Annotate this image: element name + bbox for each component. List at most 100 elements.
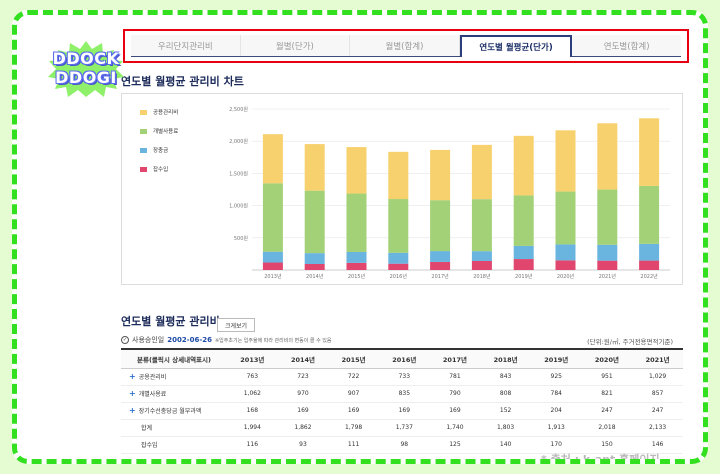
- table-cell: 204: [530, 402, 582, 420]
- x-tick-label: 2020년: [557, 273, 575, 280]
- row-label[interactable]: + 개별사용료: [121, 385, 227, 403]
- y-tick-label: 2,500원: [229, 106, 248, 113]
- unit-note: (단위:원/㎡, 주거전용면적기준): [587, 338, 673, 346]
- approval-info: ✓ 사용승인일 2002-06-26 ※입주초기는 입주율에 따라 관리비의 변…: [121, 335, 332, 345]
- tab-bar-highlight: 우리단지관리비 월별(단가) 월별(합계) 연도별 월평균(단가) 연도별(합계…: [123, 29, 689, 63]
- tab-monthly-unit[interactable]: 월별(단가): [240, 35, 351, 56]
- approval-note: ※입주초기는 입주율에 따라 관리비의 변동이 클 수 있음: [214, 337, 332, 344]
- table-cell: 808: [480, 385, 531, 403]
- bar-segment: [388, 151, 409, 200]
- fee-table: 분류(클릭시 상세내역표시) 2013년 2014년 2015년 2016년 2…: [121, 348, 683, 454]
- legend-swatch: [140, 166, 147, 172]
- row-label-text: 개별사용료: [138, 391, 167, 398]
- table-cell: 1,913: [530, 419, 582, 437]
- table-header: 2013년: [227, 348, 278, 369]
- bar-segment: [430, 261, 451, 270]
- table-cell: 781: [429, 368, 481, 386]
- bar-segment: [346, 262, 367, 270]
- tab-yearly-total[interactable]: 연도별(합계): [572, 35, 681, 56]
- row-label[interactable]: + 공용관리비: [121, 368, 227, 386]
- x-tick-label: 2013년: [264, 273, 282, 280]
- bar-segment: [513, 245, 534, 260]
- bar-segment: [262, 134, 283, 184]
- bar-segment: [555, 130, 576, 192]
- bar-segment: [597, 189, 618, 245]
- table-cell: 1,740: [429, 419, 481, 437]
- y-tick-label: 2,000원: [229, 138, 248, 145]
- bar-segment: [597, 260, 618, 270]
- x-tick-label: 2015년: [348, 273, 366, 280]
- table-cell: 835: [378, 385, 430, 403]
- table-header: 2018년: [480, 348, 531, 369]
- legend-item-common: 공용관리비: [140, 108, 178, 116]
- table-cell: 1,798: [328, 419, 379, 437]
- table-cell: 125: [429, 436, 481, 454]
- table-header: 2017년: [429, 348, 481, 369]
- table-cell: 111: [328, 436, 379, 454]
- logo-line-2: DDOGI: [55, 68, 117, 87]
- table-cell: 723: [277, 368, 329, 386]
- table-cell: 93: [277, 436, 329, 454]
- x-tick-label: 2014년: [306, 273, 324, 280]
- bar-segment: [471, 260, 492, 270]
- table-header: 2015년: [328, 348, 379, 369]
- chart-section-title: 연도별 월평균 관리비 차트: [121, 75, 244, 88]
- table-header: 2020년: [581, 348, 633, 369]
- table-header: 2019년: [530, 348, 582, 369]
- table-cell: 1,862: [277, 419, 329, 437]
- table-cell: 116: [227, 436, 278, 454]
- tab-complex-fees[interactable]: 우리단지관리비: [131, 35, 241, 56]
- x-tick-label: 2017년: [431, 273, 449, 280]
- table-cell: 98: [378, 436, 430, 454]
- table-cell: 970: [277, 385, 329, 403]
- table-row[interactable]: + 개별사용료 1,062 970 907 835 790 808 784 821…: [121, 385, 683, 403]
- bar-segment: [555, 260, 576, 270]
- bar-segment: [471, 251, 492, 261]
- bar-segment: [513, 195, 534, 246]
- bar-segment: [388, 252, 409, 264]
- legend-label: 장충금: [153, 148, 169, 154]
- table-row: 합계 1,994 1,862 1,798 1,737 1,740 1,803 1…: [121, 419, 683, 437]
- chart-container: 공용관리비 개별사용료 장충금 잡수입 2,500원 2,000원 1,500원 1,…: [121, 93, 683, 285]
- expand-plus-icon[interactable]: +: [129, 406, 136, 415]
- table-cell: 146: [632, 436, 683, 454]
- tab-yearly-avg-unit[interactable]: 연도별 월평균(단가): [459, 35, 573, 57]
- table-cell: 1,062: [227, 385, 278, 403]
- table-row[interactable]: + 장기수선충당금 월부과액 168 169 169 169 169 152 20…: [121, 402, 683, 420]
- legend-swatch: [140, 147, 147, 153]
- bar-segment: [513, 135, 534, 196]
- table-cell: 1,994: [227, 419, 278, 437]
- tab-monthly-total[interactable]: 월별(합계): [350, 35, 460, 56]
- logo-burst-icon: [48, 41, 124, 97]
- legend-label: 개별사용료: [153, 129, 179, 135]
- table-cell: 169: [328, 402, 379, 420]
- bar-segment: [262, 183, 283, 252]
- legend-item-repair: 장충금: [140, 146, 168, 154]
- table-section-title: 연도별 월평균 관리비: [121, 315, 220, 328]
- legend-item-misc: 잡수입: [140, 165, 168, 173]
- y-tick-label: 1,500원: [229, 170, 248, 177]
- table-cell: 169: [378, 402, 430, 420]
- table-cell: 1,029: [632, 368, 683, 386]
- source-watermark: * 출처 : k-apt 홈페이지: [541, 453, 660, 464]
- bar-segment: [639, 118, 660, 186]
- bar-segment: [597, 123, 618, 190]
- bar-segment: [471, 199, 492, 252]
- bar-segment: [346, 147, 367, 194]
- row-label[interactable]: + 장기수선충당금 월부과액: [121, 402, 227, 420]
- enlarge-button[interactable]: 크게보기: [217, 318, 255, 332]
- table-cell: 168: [227, 402, 278, 420]
- bar-segment: [639, 243, 660, 261]
- tab-bar: 우리단지관리비 월별(단가) 월별(합계) 연도별 월평균(단가) 연도별(합계…: [131, 35, 681, 57]
- expand-plus-icon[interactable]: +: [129, 389, 136, 398]
- table-cell: 951: [581, 368, 633, 386]
- legend-label: 잡수입: [153, 167, 169, 173]
- table-row[interactable]: + 공용관리비 763 723 722 733 781 843 925 951 1…: [121, 368, 683, 386]
- table-header-row: 분류(클릭시 상세내역표시) 2013년 2014년 2015년 2016년 2…: [121, 348, 683, 369]
- expand-plus-icon[interactable]: +: [129, 372, 136, 381]
- table-cell: 140: [480, 436, 531, 454]
- bar-segment: [639, 185, 660, 244]
- table-header: 분류(클릭시 상세내역표시): [121, 348, 227, 369]
- table-cell: 1,737: [378, 419, 430, 437]
- approval-label: 사용승인일: [132, 336, 165, 344]
